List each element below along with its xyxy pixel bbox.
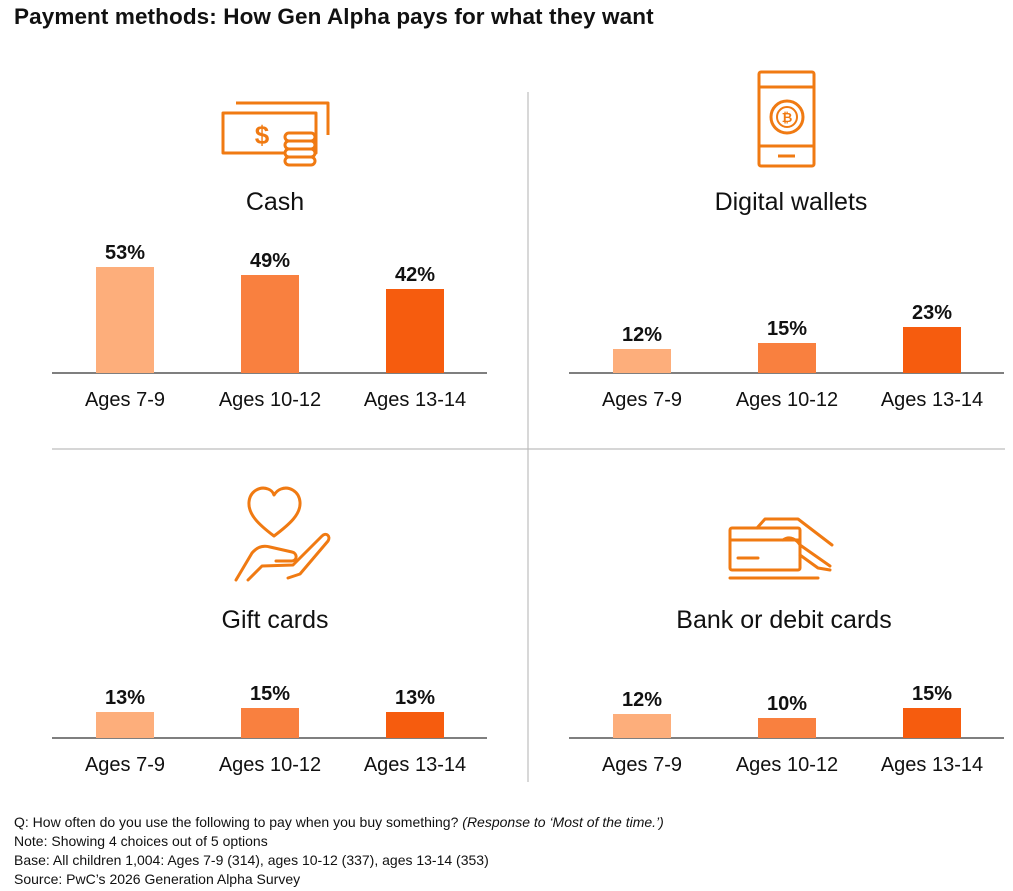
tick-label-cash-1: Ages 7-9 — [85, 389, 165, 411]
tick-label-bank-debit-cards-1: Ages 7-9 — [602, 754, 682, 776]
bar-bank-debit-cards-1 — [613, 714, 671, 738]
data-label-digital-wallets-3: 23% — [912, 302, 952, 324]
bar-gift-cards-1 — [96, 712, 154, 738]
tick-label-gift-cards-2: Ages 10-12 — [219, 754, 321, 776]
bar-cash-2 — [241, 275, 299, 373]
data-label-bank-debit-cards-2: 10% — [767, 693, 807, 715]
panel-title-gift-cards: Gift cards — [222, 606, 329, 634]
chart-area: $ ₿ Cash Digital wallets Gift cards Bank… — [52, 70, 1005, 782]
bar-cash-1 — [96, 267, 154, 373]
tick-label-bank-debit-cards-2: Ages 10-12 — [736, 754, 838, 776]
bar-gift-cards-3 — [386, 712, 444, 738]
tick-label-digital-wallets-1: Ages 7-9 — [602, 389, 682, 411]
heart-hand-icon — [234, 486, 331, 582]
footnote-note: Note: Showing 4 choices out of 5 options — [14, 833, 268, 849]
footnote-base: Base: All children 1,004: Ages 7-9 (314)… — [14, 852, 489, 868]
cash-icon: $ — [221, 101, 330, 167]
data-label-digital-wallets-2: 15% — [767, 318, 807, 340]
data-label-digital-wallets-1: 12% — [622, 324, 662, 346]
tick-label-gift-cards-1: Ages 7-9 — [85, 754, 165, 776]
footnote-question-response: (Response to ‘Most of the time.’) — [462, 814, 664, 830]
bar-digital-wallets-2 — [758, 343, 816, 373]
bar-bank-debit-cards-3 — [903, 708, 961, 738]
bar-gift-cards-2 — [241, 708, 299, 738]
data-label-gift-cards-3: 13% — [395, 687, 435, 709]
tick-label-digital-wallets-2: Ages 10-12 — [736, 389, 838, 411]
phone-wallet-icon: ₿ — [757, 70, 816, 168]
card-hand-icon — [728, 517, 834, 580]
data-label-cash-3: 42% — [395, 264, 435, 286]
footnote-question-line: Q: How often do you use the following to… — [14, 813, 664, 832]
svg-text:₿: ₿ — [782, 110, 793, 125]
data-label-cash-1: 53% — [105, 242, 145, 264]
data-label-bank-debit-cards-1: 12% — [622, 689, 662, 711]
data-label-gift-cards-1: 13% — [105, 687, 145, 709]
data-label-cash-2: 49% — [250, 250, 290, 272]
footnotes: Q: How often do you use the following to… — [14, 813, 664, 889]
tick-label-bank-debit-cards-3: Ages 13-14 — [881, 754, 983, 776]
bar-digital-wallets-1 — [613, 349, 671, 373]
data-label-bank-debit-cards-3: 15% — [912, 683, 952, 705]
bar-digital-wallets-3 — [903, 327, 961, 373]
footnote-question: Q: How often do you use the following to… — [14, 814, 459, 830]
bar-bank-debit-cards-2 — [758, 718, 816, 738]
tick-label-digital-wallets-3: Ages 13-14 — [881, 389, 983, 411]
svg-text:$: $ — [255, 120, 270, 150]
tick-label-gift-cards-3: Ages 13-14 — [364, 754, 466, 776]
panel-title-cash: Cash — [246, 188, 304, 216]
footnote-source: Source: PwC’s 2026 Generation Alpha Surv… — [14, 871, 301, 887]
chart-title: Payment methods: How Gen Alpha pays for … — [14, 4, 654, 29]
tick-label-cash-3: Ages 13-14 — [364, 389, 466, 411]
bar-cash-3 — [386, 289, 444, 373]
data-label-gift-cards-2: 15% — [250, 683, 290, 705]
panel-title-bank-debit-cards: Bank or debit cards — [676, 606, 891, 634]
panel-title-digital-wallets: Digital wallets — [715, 188, 868, 216]
tick-label-cash-2: Ages 10-12 — [219, 389, 321, 411]
